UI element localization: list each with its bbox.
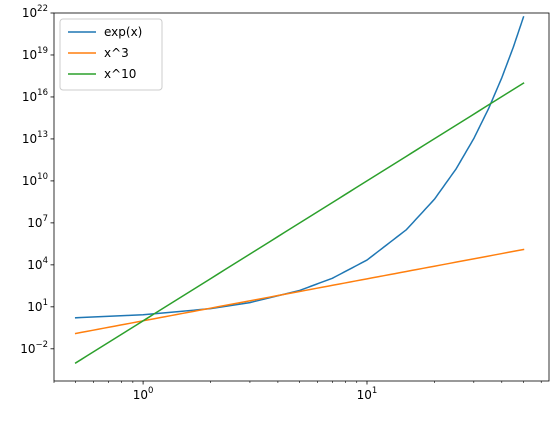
x-axis-ticks: 100 101 [133,381,378,402]
legend: exp(x) x^3 x^10 [59,18,163,91]
y-tick-label-1: 101 [27,298,48,314]
series-line-2 [74,82,525,364]
y-axis-ticks: 10−2 101 104 107 1010 1013 1016 1019 1022 [20,4,54,356]
series-line-0 [74,16,525,319]
y-tick-label-5: 1013 [22,130,48,146]
legend-label-1: x^3 [104,46,129,60]
legend-label-0: exp(x) [104,25,142,39]
y-tick-label-4: 1010 [22,172,48,188]
legend-box [59,18,163,91]
plot-frame [53,12,550,382]
x-tick-label-1: 101 [357,386,378,402]
y-tick-label-3: 107 [27,214,48,230]
x-tick-label-0: 100 [133,386,154,402]
y-tick-label-6: 1016 [22,88,48,104]
y-tick-label-2: 104 [27,256,48,272]
y-tick-label-0: 10−2 [20,340,48,356]
series-layer [74,16,525,364]
y-tick-label-8: 1022 [22,4,48,20]
y-tick-label-7: 1019 [22,46,48,62]
legend-label-2: x^10 [104,67,136,81]
